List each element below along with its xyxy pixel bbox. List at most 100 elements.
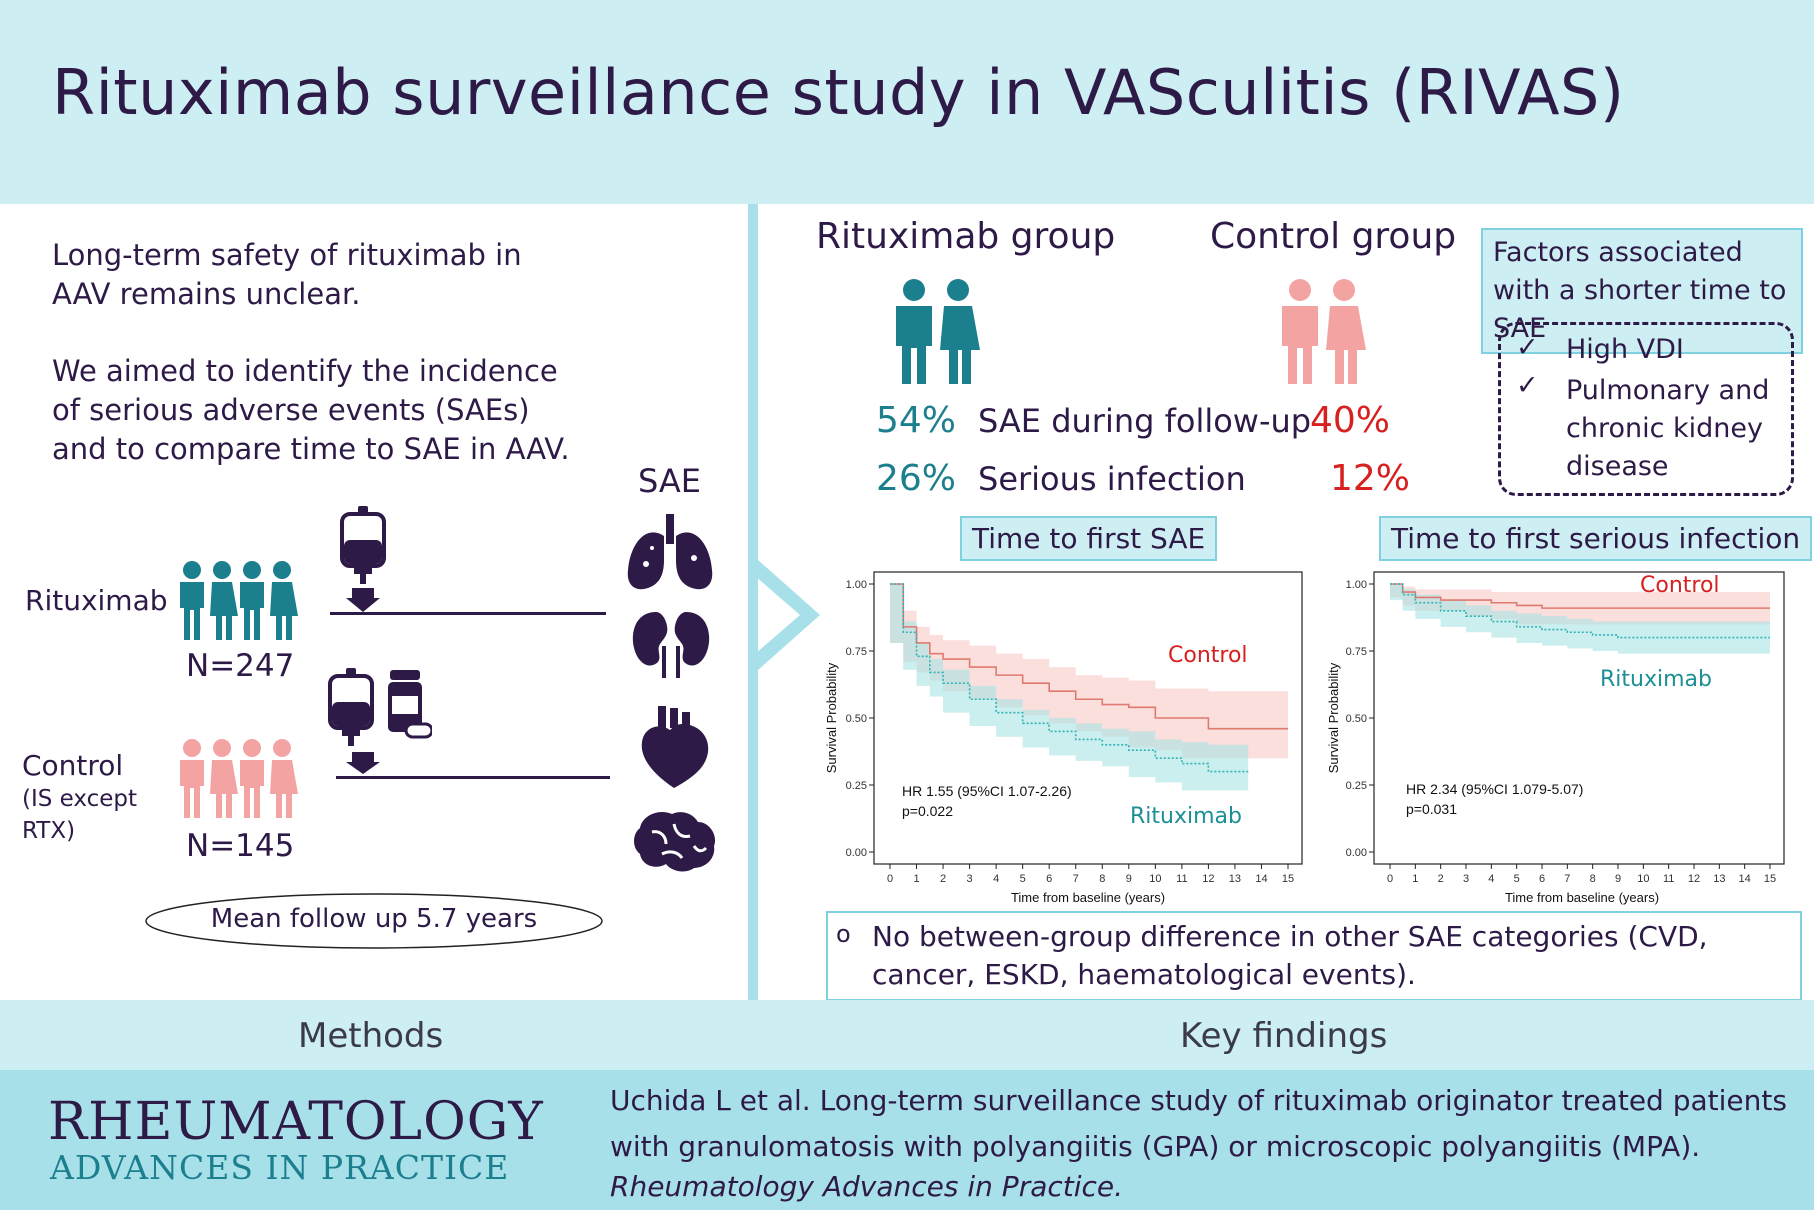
control-people-icon <box>180 739 298 818</box>
control-couple-icon <box>1282 279 1366 384</box>
sae-followup-label: SAE during follow-up <box>978 402 1312 440</box>
x-tick-label: 5 <box>1514 873 1520 885</box>
x-tick-label: 6 <box>1539 873 1545 885</box>
ctrl-infection-percent: 12% <box>1330 458 1411 499</box>
control-subtitle-2: RTX) <box>22 818 76 844</box>
legend-control: Control <box>1168 643 1248 668</box>
x-tick-label: 4 <box>993 873 999 885</box>
x-tick-label: 4 <box>1488 873 1494 885</box>
x-tick-label: 12 <box>1688 873 1700 885</box>
bullet-icon: o <box>836 920 851 948</box>
x-tick-label: 13 <box>1229 873 1241 885</box>
y-tick-label: 0.00 <box>846 847 867 859</box>
km-chart-sae: 0 1 2 3 4 5 6 7 8 9 10 11 12 13 14 150.000.250.500.751.… <box>824 571 1303 905</box>
x-tick-label: 1 <box>1412 873 1418 885</box>
divider-arrow <box>748 560 820 670</box>
x-tick-label: 10 <box>1637 873 1649 885</box>
control-group-heading: Control group <box>1210 216 1457 257</box>
note-text: No between-group difference in other SAE… <box>872 920 1708 991</box>
rituximab-people-icon <box>180 561 298 640</box>
rituximab-group-heading: Rituximab group <box>816 216 1116 257</box>
ci-band-rituximab <box>890 584 1249 791</box>
y-tick-label: 0.75 <box>846 646 867 658</box>
x-tick-label: 1 <box>913 873 919 885</box>
rituximab-couple-icon <box>896 279 980 384</box>
rituximab-n: N=247 <box>186 648 295 684</box>
page-title: Rituximab surveillance study in VASculit… <box>52 56 1625 129</box>
rtx-sae-percent: 54% <box>876 400 957 441</box>
factors-list-box <box>1498 322 1794 496</box>
y-tick-label: 0.00 <box>1346 847 1367 859</box>
header-banner <box>0 0 1814 204</box>
x-tick-label: 13 <box>1713 873 1725 885</box>
ci-band-control <box>890 584 1288 759</box>
x-tick-label: 2 <box>1438 873 1444 885</box>
factor-item: High VDI <box>1566 334 1684 365</box>
x-tick-label: 5 <box>1020 873 1026 885</box>
check-icon: ✓ <box>1516 370 1539 401</box>
y-tick-label: 0.50 <box>846 713 867 725</box>
rituximab-timeline <box>330 612 606 615</box>
hr-annotation: HR 1.55 (95%CI 1.07-2.26) <box>902 783 1072 799</box>
methods-label: Methods <box>298 1016 444 1056</box>
legend-rituximab: Rituximab <box>1600 667 1712 692</box>
x-tick-label: 9 <box>1126 873 1132 885</box>
serious-infection-label: Serious infection <box>978 460 1246 498</box>
x-axis-label: Time from baseline (years) <box>1011 890 1165 905</box>
legend-control: Control <box>1640 573 1720 598</box>
p-annotation: p=0.022 <box>902 803 953 819</box>
x-tick-label: 8 <box>1099 873 1105 885</box>
footer <box>0 1070 1814 1210</box>
x-tick-label: 0 <box>887 873 893 885</box>
check-icon: ✓ <box>1516 332 1539 363</box>
factor-item: Pulmonary and chronic kidney disease <box>1566 375 1770 482</box>
km2-title: Time to first serious infection <box>1379 516 1813 561</box>
km-line-rituximab <box>890 583 1249 773</box>
y-axis-label: Survival Probability <box>1326 662 1341 773</box>
y-tick-label: 0.75 <box>1346 646 1367 658</box>
hr-annotation: HR 2.34 (95%CI 1.079-5.07) <box>1406 781 1583 797</box>
ctrl-sae-percent: 40% <box>1310 400 1391 441</box>
citation-text: Uchida L et al. Long-term surveillance s… <box>610 1084 1787 1163</box>
brain-icon <box>634 811 716 872</box>
x-tick-label: 10 <box>1149 873 1161 885</box>
section-label-bar <box>0 1000 1814 1070</box>
x-tick-label: 9 <box>1615 873 1621 885</box>
followup-ellipse <box>145 893 603 949</box>
lungs-icon <box>627 514 713 590</box>
x-tick-label: 7 <box>1564 873 1570 885</box>
control-subtitle-1: (IS except <box>22 786 138 812</box>
km-line-control <box>890 583 1288 730</box>
x-tick-label: 3 <box>1463 873 1469 885</box>
x-tick-label: 7 <box>1073 873 1079 885</box>
iv-bag-and-pills-icon <box>328 668 432 774</box>
y-tick-label: 1.00 <box>1346 579 1367 591</box>
x-tick-label: 3 <box>967 873 973 885</box>
rituximab-label: Rituximab <box>25 584 168 617</box>
x-tick-label: 15 <box>1282 873 1294 885</box>
legend-rituximab: Rituximab <box>1130 804 1242 829</box>
journal-logo-subtitle: ADVANCES IN PRACTICE <box>50 1148 510 1187</box>
km-chart-infection: 0 1 2 3 4 5 6 7 8 9 10 11 12 13 14 150.000.250.500.751.… <box>1326 571 1785 905</box>
factors-title-box: Factors associated with a shorter time t… <box>1481 228 1803 354</box>
section-divider <box>748 204 758 1000</box>
key-findings-label: Key findings <box>1180 1016 1388 1056</box>
y-tick-label: 0.50 <box>1346 713 1367 725</box>
y-tick-label: 0.25 <box>846 780 867 792</box>
intro-text-1: Long-term safety of rituximab in AAV rem… <box>52 238 522 311</box>
iv-bag-icon <box>340 506 386 612</box>
x-tick-label: 15 <box>1764 873 1776 885</box>
sae-heading: SAE <box>638 462 702 500</box>
journal-logo-title: RHEUMATOLOGY <box>48 1092 544 1152</box>
heart-icon <box>641 706 709 788</box>
rtx-infection-percent: 26% <box>876 458 957 499</box>
x-tick-label: 14 <box>1255 873 1267 885</box>
y-axis-label: Survival Probability <box>824 662 839 773</box>
x-tick-label: 11 <box>1663 873 1674 885</box>
control-timeline <box>336 776 610 779</box>
intro-text-2: We aimed to identify the incidence of se… <box>52 354 570 466</box>
x-axis-label: Time from baseline (years) <box>1505 890 1659 905</box>
followup-text: Mean follow up 5.7 years <box>210 904 538 934</box>
citation-journal: Rheumatology Advances in Practice. <box>610 1170 1124 1203</box>
x-tick-label: 0 <box>1387 873 1393 885</box>
